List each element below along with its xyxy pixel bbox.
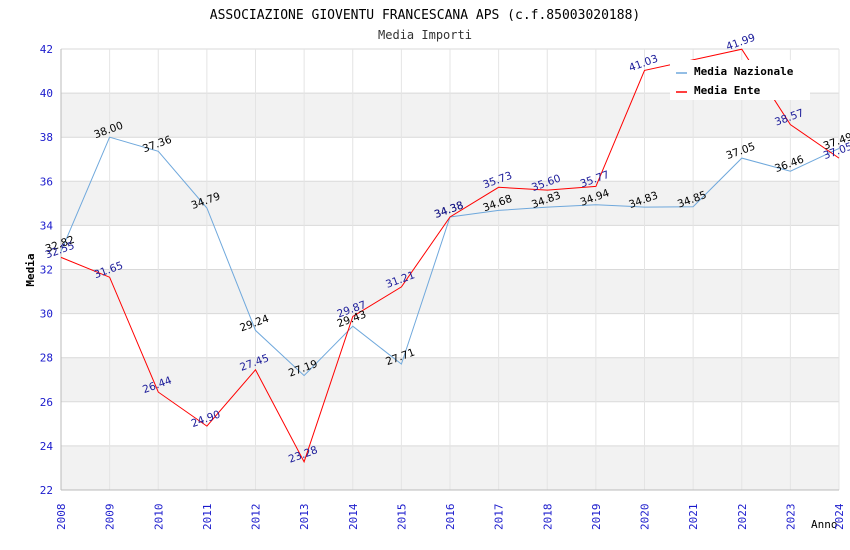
legend-label-media-ente: Media Ente [694,84,761,97]
x-tick-label: 2008 [55,504,68,531]
gridlines [60,48,840,491]
x-tick-label: 2017 [493,504,506,531]
y-tick-label: 42 [40,43,53,56]
x-tick-label: 2019 [590,504,603,531]
x-tick-label: 2010 [152,504,165,531]
y-tick-labels: 22 24 26 28 30 32 34 36 38 40 42 [40,43,54,497]
y-tick-label: 32 [40,264,53,277]
x-tick-label: 2015 [395,504,408,531]
y-tick-label: 34 [40,219,54,232]
x-tick-label: 2016 [444,504,457,531]
x-tick-label: 2020 [639,504,652,531]
y-tick-label: 36 [40,175,53,188]
chart-subtitle: Media Importi [378,28,472,42]
y-tick-label: 24 [40,440,54,453]
legend: Media Nazionale Media Ente [670,60,810,100]
series-lines [60,48,840,464]
x-tick-label: 2012 [250,504,263,531]
x-tick-label: 2018 [541,504,554,531]
legend-box [670,60,810,100]
y-tick-label: 30 [40,308,53,321]
legend-label-media-nazionale: Media Nazionale [694,65,794,78]
y-tick-label: 22 [40,484,53,497]
x-axis-label: Anno [811,518,838,531]
y-tick-label: 26 [40,396,53,409]
series-line-media-ente [60,48,840,464]
y-tick-label: 38 [40,131,53,144]
chart-title: ASSOCIAZIONE GIOVENTU FRANCESCANA APS (c… [210,8,640,23]
x-tick-label: 2024 [833,503,846,530]
x-tick-label: 2023 [784,504,797,531]
x-tick-label: 2014 [347,503,360,530]
x-tick-label: 2022 [736,504,749,531]
y-tick-label: 28 [40,352,53,365]
x-tick-label: 2013 [298,504,311,531]
y-axis-label: Media [24,253,37,286]
x-tick-label: 2021 [687,504,700,531]
x-tick-labels: 2008 2009 2010 2011 2012 2013 2014 2015 2016 2017… [55,503,846,530]
x-tick-label: 2009 [104,504,117,531]
y-tick-label: 40 [40,87,53,100]
x-tick-label: 2011 [201,504,214,531]
